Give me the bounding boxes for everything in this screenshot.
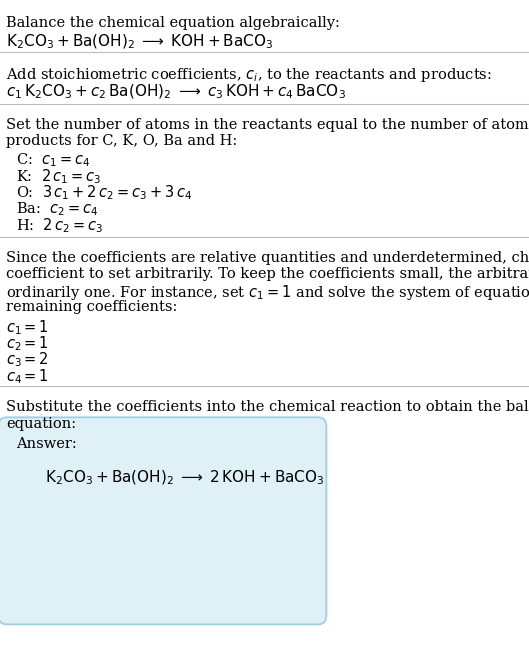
- Text: products for C, K, O, Ba and H:: products for C, K, O, Ba and H:: [6, 134, 238, 148]
- Text: $c_3 = 2$: $c_3 = 2$: [6, 351, 49, 369]
- Text: Since the coefficients are relative quantities and underdetermined, choose a: Since the coefficients are relative quan…: [6, 251, 529, 265]
- Text: H:  $2\,c_2 = c_3$: H: $2\,c_2 = c_3$: [16, 216, 103, 235]
- Text: O:  $3\,c_1 + 2\,c_2 = c_3 + 3\,c_4$: O: $3\,c_1 + 2\,c_2 = c_3 + 3\,c_4$: [16, 184, 192, 203]
- Text: Add stoichiometric coefficients, $c_i$, to the reactants and products:: Add stoichiometric coefficients, $c_i$, …: [6, 66, 492, 84]
- Text: Balance the chemical equation algebraically:: Balance the chemical equation algebraica…: [6, 16, 340, 30]
- Text: $\mathrm{K_2CO_3 + Ba(OH)_2 \;\longrightarrow\; KOH + BaCO_3}$: $\mathrm{K_2CO_3 + Ba(OH)_2 \;\longright…: [6, 32, 274, 50]
- Text: $c_1 = 1$: $c_1 = 1$: [6, 318, 49, 337]
- Text: $\mathrm{K_2CO_3 + Ba(OH)_2 \;\longrightarrow\; 2\,KOH + BaCO_3}$: $\mathrm{K_2CO_3 + Ba(OH)_2 \;\longright…: [45, 469, 325, 487]
- Text: Answer:: Answer:: [16, 437, 77, 451]
- Text: Substitute the coefficients into the chemical reaction to obtain the balanced: Substitute the coefficients into the che…: [6, 400, 529, 415]
- Text: C:  $c_1 = c_4$: C: $c_1 = c_4$: [16, 151, 90, 169]
- Text: K:  $2\,c_1 = c_3$: K: $2\,c_1 = c_3$: [16, 168, 102, 186]
- Text: remaining coefficients:: remaining coefficients:: [6, 300, 178, 314]
- Text: Ba:  $c_2 = c_4$: Ba: $c_2 = c_4$: [16, 200, 98, 217]
- Text: coefficient to set arbitrarily. To keep the coefficients small, the arbitrary va: coefficient to set arbitrarily. To keep …: [6, 267, 529, 281]
- FancyBboxPatch shape: [0, 417, 326, 624]
- Text: ordinarily one. For instance, set $c_1 = 1$ and solve the system of equations fo: ordinarily one. For instance, set $c_1 =…: [6, 283, 529, 302]
- Text: equation:: equation:: [6, 417, 77, 431]
- Text: $c_1\,\mathrm{K_2CO_3} + c_2\,\mathrm{Ba(OH)_2} \;\longrightarrow\; c_3\,\mathrm: $c_1\,\mathrm{K_2CO_3} + c_2\,\mathrm{Ba…: [6, 83, 346, 101]
- Text: Set the number of atoms in the reactants equal to the number of atoms in the: Set the number of atoms in the reactants…: [6, 118, 529, 132]
- Text: $c_2 = 1$: $c_2 = 1$: [6, 334, 49, 353]
- Text: $c_4 = 1$: $c_4 = 1$: [6, 367, 49, 386]
